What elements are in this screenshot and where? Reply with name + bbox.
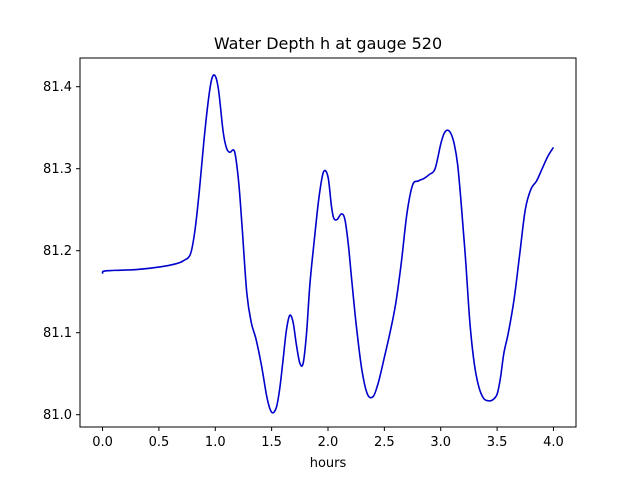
y-tick-label: 81.4 <box>43 80 72 95</box>
x-axis-label: hours <box>310 456 347 471</box>
x-tick-label: 2.5 <box>374 435 395 450</box>
y-axis: 81.0 81.1 81.2 81.3 81.4 <box>43 80 80 423</box>
x-tick-label: 1.0 <box>205 435 226 450</box>
x-tick-label: 3.5 <box>487 435 508 450</box>
y-tick-label: 81.0 <box>43 408 72 423</box>
chart-title: Water Depth h at gauge 520 <box>214 34 442 53</box>
series-line <box>101 74 555 414</box>
plot-area: 0.0 0.5 1.0 1.5 2.0 2.5 3.0 3.5 4.0 81.0 81.1 81.2… <box>43 57 577 450</box>
x-tick-label: 4.0 <box>543 435 564 450</box>
x-tick-label: 0.0 <box>92 435 113 450</box>
y-tick-label: 81.2 <box>43 244 72 259</box>
x-tick-label: 0.5 <box>149 435 170 450</box>
x-tick-label: 2.0 <box>318 435 339 450</box>
y-tick-label: 81.1 <box>43 326 72 341</box>
x-tick-label: 1.5 <box>261 435 282 450</box>
x-axis: 0.0 0.5 1.0 1.5 2.0 2.5 3.0 3.5 4.0 <box>92 427 564 450</box>
y-tick-label: 81.3 <box>43 162 72 177</box>
x-tick-label: 3.0 <box>430 435 451 450</box>
